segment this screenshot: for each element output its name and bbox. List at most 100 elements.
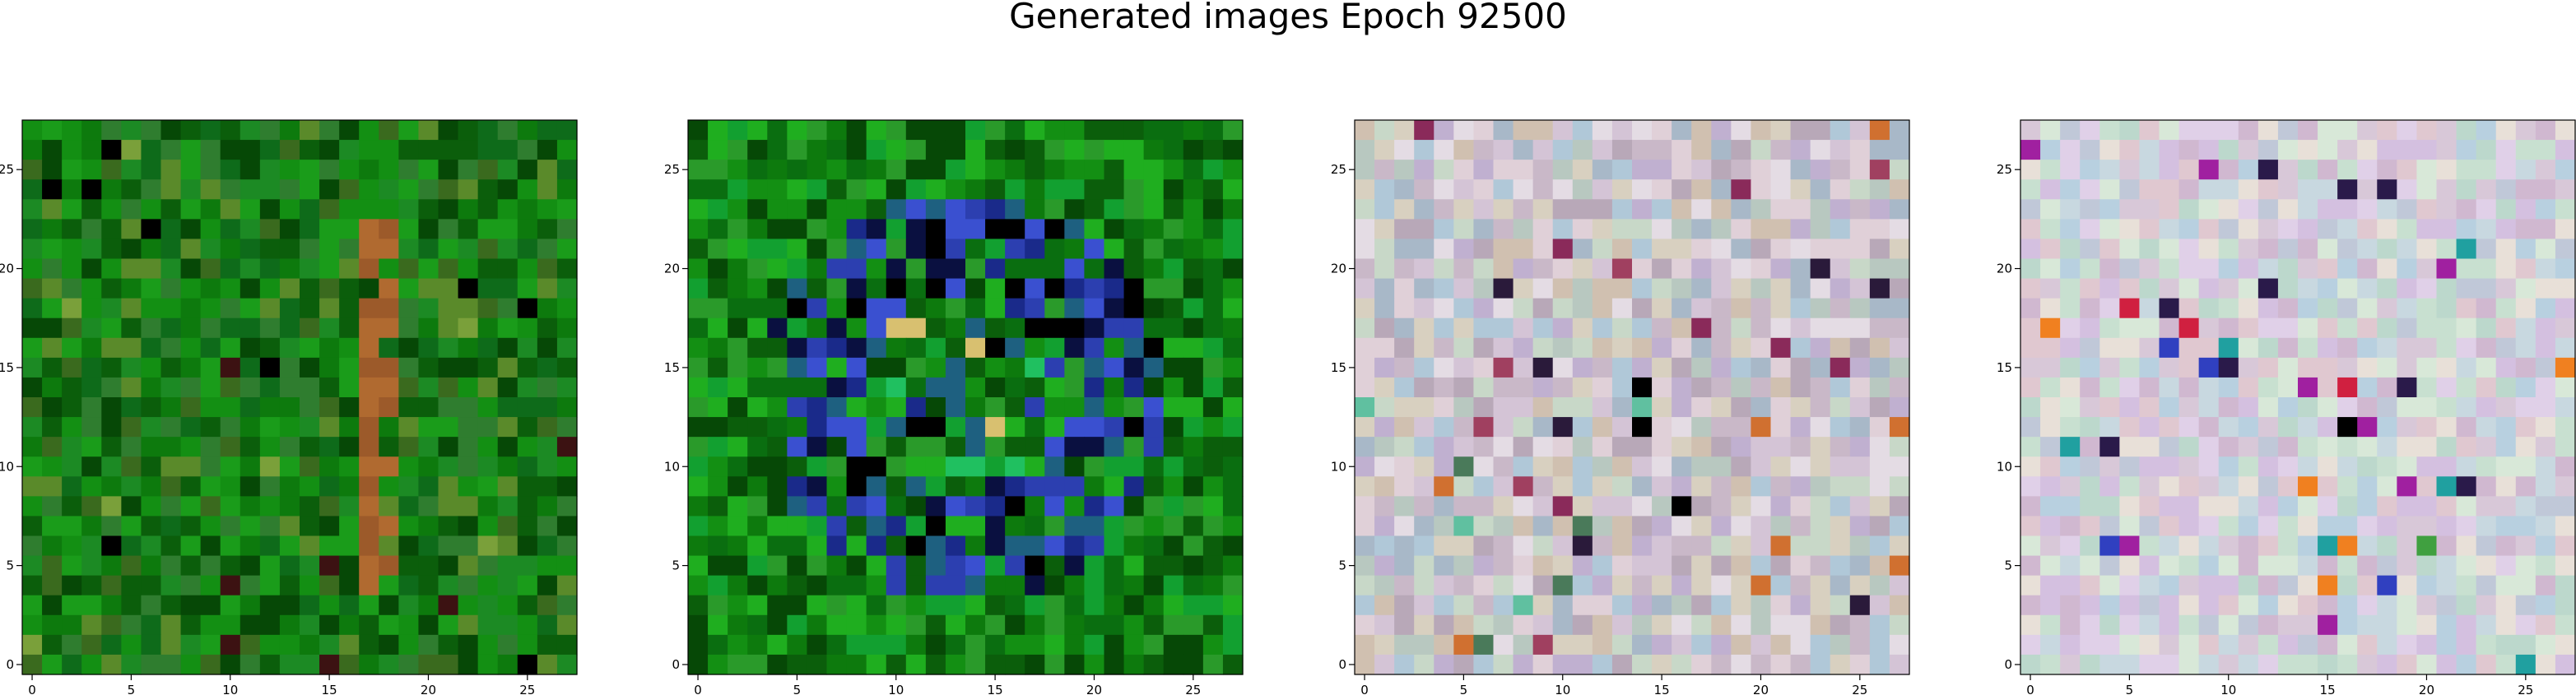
- pixel: [807, 535, 828, 557]
- pixel: [1434, 456, 1454, 477]
- pixel: [339, 120, 360, 141]
- pixel: [2436, 456, 2457, 477]
- pixel: [2040, 377, 2061, 398]
- pixel: [925, 496, 946, 517]
- pixel: [1691, 357, 1712, 378]
- pixel: [1711, 634, 1732, 656]
- pixel: [846, 456, 867, 477]
- pixel: [398, 357, 420, 378]
- pixel: [1202, 377, 1224, 398]
- pixel: [866, 140, 887, 160]
- pixel: [1869, 476, 1890, 497]
- pixel: [2218, 437, 2239, 457]
- pixel: [2377, 160, 2397, 180]
- pixel: [1434, 160, 1454, 180]
- pixel: [1632, 357, 1653, 378]
- pixel: [2218, 595, 2239, 616]
- pixel: [985, 654, 1006, 675]
- pixel: [866, 219, 887, 240]
- pixel: [1632, 476, 1653, 497]
- pixel: [1005, 140, 1025, 160]
- pixel: [1493, 337, 1514, 359]
- pixel: [42, 496, 63, 517]
- pixel: [1532, 516, 1554, 537]
- pixel: [1810, 179, 1831, 200]
- pixel: [2080, 634, 2100, 656]
- pixel: [2060, 595, 2081, 616]
- pixel: [239, 278, 261, 299]
- pixel: [1810, 377, 1831, 398]
- pixel: [477, 140, 499, 160]
- pixel: [866, 476, 887, 497]
- pixel: [1869, 614, 1890, 636]
- pixel: [180, 595, 202, 616]
- pixel: [1084, 317, 1105, 339]
- pixel: [379, 555, 399, 577]
- pixel: [1731, 298, 1752, 319]
- pixel: [1064, 219, 1086, 240]
- pixel: [1394, 298, 1415, 319]
- pixel: [101, 575, 122, 596]
- pixel: [537, 258, 558, 280]
- pixel: [1183, 535, 1204, 557]
- pixel: [1025, 654, 1045, 675]
- pixel: [1473, 417, 1495, 438]
- pixel: [1493, 239, 1514, 260]
- pixel: [22, 337, 43, 359]
- pixel: [81, 634, 102, 656]
- pixel: [1163, 219, 1184, 240]
- pixel: [1473, 516, 1495, 537]
- pixel: [438, 199, 459, 220]
- pixel: [1044, 614, 1065, 636]
- pixel: [1222, 397, 1244, 418]
- pixel: [537, 120, 558, 141]
- pixel: [1084, 298, 1105, 319]
- pixel: [418, 614, 439, 636]
- pixel: [42, 516, 63, 537]
- pixel: [1202, 496, 1224, 517]
- pixel: [1084, 634, 1105, 656]
- pixel: [1751, 239, 1772, 260]
- pixel: [259, 476, 281, 497]
- pixel: [2218, 614, 2239, 636]
- pixel: [300, 179, 320, 200]
- pixel: [418, 219, 439, 240]
- pixel: [708, 535, 728, 557]
- pixel: [2257, 219, 2279, 240]
- pixel: [200, 239, 221, 260]
- pixel: [2456, 140, 2477, 160]
- pixel: [1202, 357, 1224, 378]
- pixel: [458, 397, 479, 418]
- pixel: [239, 456, 261, 477]
- pixel: [22, 555, 43, 577]
- pixel: [1104, 595, 1125, 616]
- pixel: [826, 258, 848, 280]
- pixel: [319, 595, 340, 616]
- pixel: [1830, 417, 1851, 438]
- pixel: [239, 654, 261, 675]
- pixel: [1064, 258, 1086, 280]
- pixel: [1222, 516, 1244, 537]
- pixel: [1394, 535, 1415, 557]
- pixel: [807, 417, 828, 438]
- pixel: [121, 456, 142, 477]
- pixel: [866, 595, 887, 616]
- pixel: [1830, 278, 1851, 299]
- pixel: [2535, 298, 2556, 319]
- pixel: [787, 317, 808, 339]
- pixel: [517, 258, 538, 280]
- pixel: [2198, 298, 2220, 319]
- pixel: [747, 456, 768, 477]
- pixel: [418, 239, 439, 260]
- pixel: [2515, 535, 2536, 557]
- pixel: [1889, 258, 1910, 280]
- pixel: [121, 595, 142, 616]
- pixel: [866, 437, 887, 457]
- pixel: [2277, 496, 2299, 517]
- pixel: [2535, 654, 2556, 675]
- pixel: [2456, 456, 2477, 477]
- pixel: [1770, 575, 1792, 596]
- pixel: [141, 219, 162, 240]
- pixel: [2555, 140, 2576, 160]
- pixel: [517, 397, 538, 418]
